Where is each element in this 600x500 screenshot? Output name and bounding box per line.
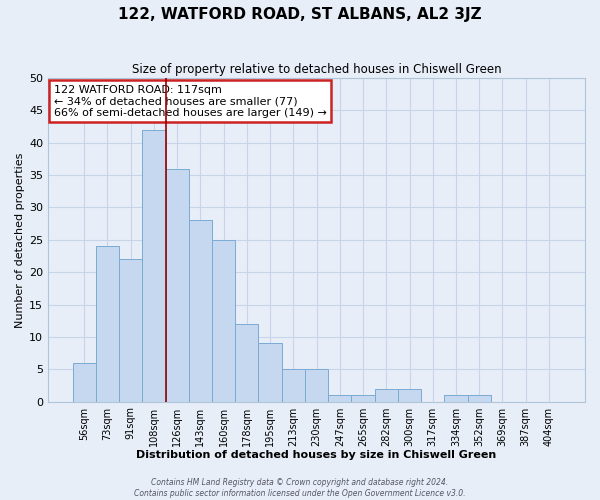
Bar	[259, 344, 282, 402]
X-axis label: Distribution of detached houses by size in Chiswell Green: Distribution of detached houses by size …	[136, 450, 497, 460]
Y-axis label: Number of detached properties: Number of detached properties	[15, 152, 25, 328]
Bar	[119, 259, 142, 402]
Bar	[305, 369, 328, 402]
Bar	[73, 363, 96, 402]
Bar	[328, 395, 352, 402]
Bar	[352, 395, 374, 402]
Title: Size of property relative to detached houses in Chiswell Green: Size of property relative to detached ho…	[132, 62, 502, 76]
Bar	[212, 240, 235, 402]
Text: Contains HM Land Registry data © Crown copyright and database right 2024.
Contai: Contains HM Land Registry data © Crown c…	[134, 478, 466, 498]
Bar	[398, 388, 421, 402]
Bar	[467, 395, 491, 402]
Text: 122 WATFORD ROAD: 117sqm
← 34% of detached houses are smaller (77)
66% of semi-d: 122 WATFORD ROAD: 117sqm ← 34% of detach…	[53, 84, 326, 117]
Bar	[142, 130, 166, 402]
Bar	[166, 168, 189, 402]
Bar	[189, 220, 212, 402]
Bar	[374, 388, 398, 402]
Bar	[282, 369, 305, 402]
Bar	[445, 395, 467, 402]
Text: 122, WATFORD ROAD, ST ALBANS, AL2 3JZ: 122, WATFORD ROAD, ST ALBANS, AL2 3JZ	[118, 8, 482, 22]
Bar	[96, 246, 119, 402]
Bar	[235, 324, 259, 402]
